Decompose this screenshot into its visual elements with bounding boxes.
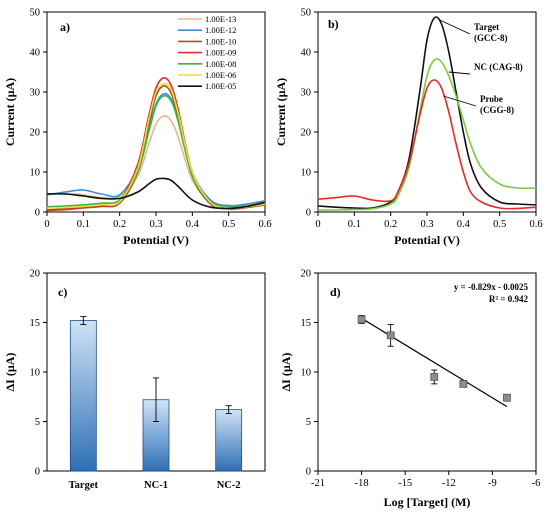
- panel-b-ytick-label: 20: [301, 128, 312, 139]
- panel-b-series-line-1: [317, 58, 537, 211]
- panel-d-xtick-label: -18: [355, 478, 369, 489]
- panel-b-ytick-label: 0: [306, 208, 311, 219]
- panel-d-xtick-label: -15: [398, 478, 412, 489]
- panel-c-ytick-label: 15: [30, 318, 41, 329]
- panel-b-xtick-label: 0: [315, 219, 320, 230]
- panel-a-ylabel: Current (µA): [3, 78, 17, 146]
- panel-a-xtick-label: 0.6: [258, 219, 271, 230]
- panel-b-ytick-label: 10: [301, 168, 312, 179]
- panel-a-legend-entry: 1.00E-12: [205, 25, 236, 35]
- panel-c-category-label: Target: [69, 480, 99, 491]
- panel-b-xtick-label: 0.4: [457, 219, 471, 230]
- panel-c-bar: [69, 320, 97, 472]
- panel-a-xlabel: Potential (V): [123, 233, 189, 247]
- panel-a-legend-entry: 1.00E-09: [205, 48, 236, 58]
- panel-a-label: a): [60, 20, 70, 34]
- panel-b-xtick-label: 0.3: [420, 219, 433, 230]
- panel-a-legend-entry: 1.00E-05: [205, 81, 236, 91]
- panel-a-legend-entry: 1.00E-13: [205, 14, 236, 24]
- panel-d-r-squared: R² = 0.942: [489, 294, 529, 304]
- panel-b-xtick-label: 0.5: [493, 219, 506, 230]
- panel-a-series-line-0: [46, 115, 266, 207]
- panel-d-point: [430, 373, 439, 381]
- panel-d-xtick-label: -12: [442, 478, 456, 489]
- panel-b-ytick-label: 40: [301, 48, 312, 59]
- panel-d-chart: d) 0 5 10 15 20 -21 -18 -15 -12 -9 -6 y = -0.829x …: [279, 269, 540, 510]
- panel-b-xlabel: Potential (V): [394, 233, 460, 247]
- panel-c-ytick-label: 20: [30, 269, 41, 280]
- panel-d-point: [503, 393, 511, 402]
- panel-d-ytick-label: 20: [301, 269, 312, 280]
- panel-b-xtick-label: 0.6: [529, 219, 542, 230]
- panel-a-ytick-label: 50: [30, 8, 41, 19]
- panel-a-xtick-label: 0: [44, 219, 49, 230]
- panel-c-ytick-label: 0: [35, 467, 40, 478]
- panel-a-ytick-label: 20: [30, 128, 41, 139]
- panel-d-ylabel: ΔI (µA): [279, 353, 293, 392]
- panel-b-annotation-leader: [439, 19, 471, 35]
- panel-c-category-label: NC-2: [217, 480, 241, 491]
- panel-c-chart: c) 0 5 10 15 20 Target NC-1 NC-2 ΔI (µA): [3, 269, 266, 491]
- panel-a-xtick-label: 0.5: [222, 219, 235, 230]
- panel-b-xtick-label: 0.1: [348, 219, 361, 230]
- panel-a-xtick-label: 0.2: [113, 219, 126, 230]
- panel-b-annotation-text: (CGG-8): [480, 105, 514, 115]
- panel-d-point: [357, 315, 366, 324]
- panel-d-xlabel: Log [Target] (M): [384, 495, 471, 509]
- panel-a-series-line-1: [46, 92, 266, 207]
- panel-a-ytick-label: 40: [30, 48, 41, 59]
- panel-b-annotation-text: (GCC-8): [474, 33, 508, 43]
- panel-c-ytick-label: 10: [30, 368, 41, 379]
- panel-a-ytick-label: 30: [30, 88, 41, 99]
- panel-c-label: c): [58, 285, 67, 299]
- panel-a-xtick-label: 0.1: [77, 219, 90, 230]
- panel-a-legend-entry: 1.00E-10: [205, 36, 236, 46]
- panel-a-chart: a) 0 10 20 30 40 50 0 0.1 0.2 0.3 0.4 0.5 0.6 1.00E-…: [3, 8, 272, 248]
- panel-c-bar: [142, 399, 170, 472]
- panel-a-ytick-label: 0: [35, 208, 40, 219]
- panel-a-series-line-6: [46, 177, 266, 210]
- panel-b-ytick-label: 50: [301, 8, 312, 19]
- panel-d-trendline: [358, 316, 508, 408]
- panel-d-point: [459, 379, 468, 388]
- panel-c-ylabel: ΔI (µA): [3, 353, 17, 392]
- panel-a-series-line-4: [46, 94, 266, 209]
- panel-d-point: [386, 331, 395, 340]
- panel-b-xtick-label: 0.2: [384, 219, 397, 230]
- panel-b-chart: b) 0 10 20 30 40 50 0 0.1 0.2 0.3 0.4 0.5 0.6 Target…: [274, 8, 543, 248]
- panel-b-annotation-text: Probe: [480, 94, 503, 104]
- panel-b-annotation-leader: [448, 71, 471, 75]
- panel-b-ytick-label: 30: [301, 88, 312, 99]
- panel-d-ytick-label: 15: [301, 318, 312, 329]
- panel-b-series-line-2: [317, 79, 537, 210]
- panel-b-annotation-leader: [443, 95, 477, 107]
- panel-b-annotation-text: NC (CAG-8): [474, 62, 523, 72]
- panel-d-xtick-label: -9: [488, 478, 497, 489]
- panel-d-equation: y = -0.829x - 0.0025: [454, 282, 529, 292]
- panel-b-ylabel: Current (µA): [274, 78, 288, 146]
- panel-a-legend-entry: 1.00E-06: [205, 70, 236, 80]
- panel-c-ytick-label: 5: [35, 417, 40, 428]
- panel-a-xtick-label: 0.3: [149, 219, 162, 230]
- panel-c-bar: [215, 409, 243, 472]
- panel-d-label: d): [330, 285, 341, 299]
- panel-a-series-line-5: [46, 82, 266, 210]
- panel-d-xtick-label: -21: [311, 478, 325, 489]
- panel-c-category-label: NC-1: [144, 480, 168, 491]
- panel-d-ytick-label: 5: [306, 417, 311, 428]
- panel-d-ytick-label: 0: [306, 467, 311, 478]
- panel-b-label: b): [328, 17, 339, 31]
- panel-a-legend: 1.00E-131.00E-121.00E-10 1.00E-091.00E-08…: [178, 14, 236, 91]
- panel-a-ytick-label: 10: [30, 168, 41, 179]
- panel-a-legend-entry: 1.00E-08: [205, 59, 236, 69]
- panel-b-annotation-text: Target: [474, 22, 499, 32]
- panel-d-xtick-label: -6: [532, 478, 541, 489]
- panel-a-xtick-label: 0.4: [186, 219, 200, 230]
- panel-d-ytick-label: 10: [301, 368, 312, 379]
